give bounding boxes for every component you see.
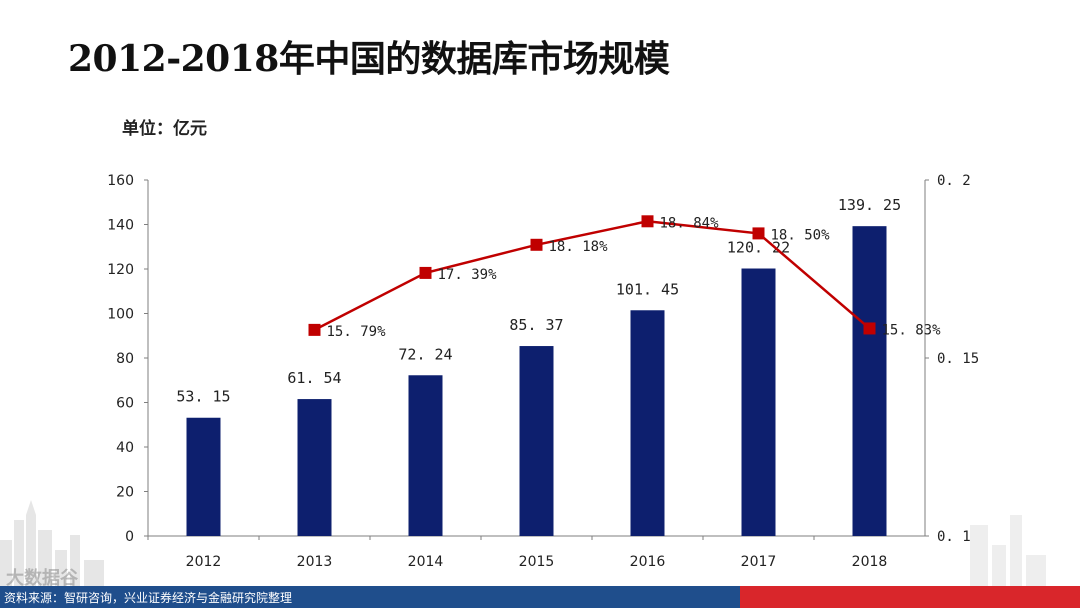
footer-bar: 资料来源：智研咨询，兴业证券经济与金融研究院整理	[0, 586, 1080, 608]
unit-label: 单位：亿元	[122, 119, 207, 139]
watermark-logo: 大数据谷	[6, 568, 78, 589]
y-tick-label: 120	[107, 262, 134, 278]
y-tick-label: 160	[107, 173, 134, 189]
chart: 0 20 40 60 80 100 120 140 160 0. 1 0. 15 0. 2 53. 15…	[107, 173, 979, 570]
growth-line	[313, 220, 871, 331]
y-tick-label: 100	[107, 307, 134, 323]
growth-data-label: 18. 50%	[771, 227, 831, 243]
bar	[630, 310, 665, 536]
x-tick-label: 2018	[852, 554, 888, 570]
growth-data-label: 15. 83%	[882, 322, 942, 338]
growth-point	[308, 323, 321, 336]
growth-point	[530, 238, 543, 251]
y-tick-label: 20	[116, 485, 134, 501]
x-tick-label: 2013	[297, 554, 333, 570]
bar-data-label: 120. 22	[727, 239, 790, 257]
bar-data-label: 53. 15	[176, 388, 230, 406]
y-tick-label: 140	[107, 218, 134, 234]
bar	[741, 268, 776, 536]
growth-data-label: 18. 84%	[660, 215, 720, 231]
bar-data-label: 101. 45	[616, 280, 679, 298]
bar-data-label: 61. 54	[287, 369, 341, 387]
skyline-decoration	[0, 500, 104, 586]
bar	[186, 417, 221, 536]
growth-point	[863, 322, 876, 335]
bar	[408, 375, 443, 536]
y-tick-label: 40	[116, 440, 134, 456]
source-note: 资料来源：智研咨询，兴业证券经济与金融研究院整理	[4, 591, 293, 605]
growth-data-label: 15. 79%	[327, 324, 387, 340]
y-tick-label: 80	[116, 351, 134, 367]
y2-tick-label: 0. 2	[937, 173, 971, 189]
bar-data-label: 85. 37	[509, 316, 563, 334]
bar-data-label: 72. 24	[398, 345, 452, 363]
footer-blue-band	[0, 586, 740, 608]
y-tick-label: 60	[116, 396, 134, 412]
skyline-decoration-right	[970, 515, 1046, 586]
x-tick-label: 2014	[408, 554, 444, 570]
x-tick-label: 2015	[519, 554, 555, 570]
bar	[519, 346, 554, 536]
bar	[852, 226, 887, 536]
y2-tick-label: 0. 1	[937, 529, 971, 545]
page-title: 2012-2018年中国的数据库市场规模	[68, 38, 670, 80]
footer-red-band	[740, 586, 1080, 608]
x-tick-label: 2016	[630, 554, 666, 570]
growth-point	[641, 215, 654, 228]
growth-data-label: 17. 39%	[438, 267, 498, 283]
y2-tick-label: 0. 15	[937, 351, 979, 367]
x-tick-label: 2012	[186, 554, 222, 570]
growth-point	[419, 266, 432, 279]
x-tick-label: 2017	[741, 554, 777, 570]
growth-point	[752, 227, 765, 240]
bar-data-label: 139. 25	[838, 196, 901, 214]
y-tick-label: 0	[125, 529, 134, 545]
bar	[297, 399, 332, 536]
growth-data-label: 18. 18%	[549, 239, 609, 255]
